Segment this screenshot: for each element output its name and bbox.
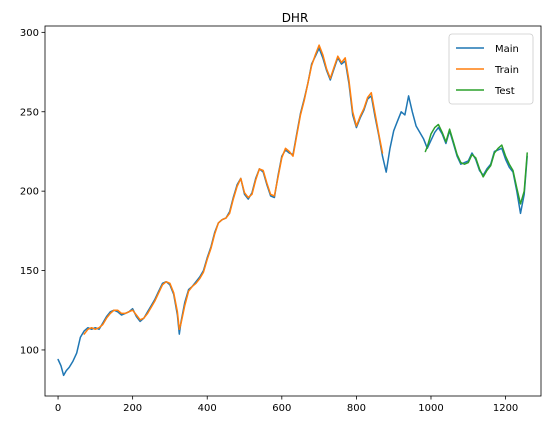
x-tick-label: 200 (123, 403, 142, 414)
y-tick-label: 150 (20, 266, 39, 277)
series-line-test (424, 123, 528, 205)
x-tick-label: 600 (272, 403, 291, 414)
x-axis: 0 200 400 600 800 1000 1200 (55, 396, 518, 414)
chart-title: DHR (282, 11, 309, 25)
series-line-train (83, 44, 384, 335)
legend: Main Train Test (448, 33, 534, 105)
legend-label-test: Test (494, 86, 515, 97)
legend-label-main: Main (495, 44, 519, 55)
y-tick-label: 100 (20, 345, 39, 356)
legend-label-train: Train (494, 65, 519, 76)
x-tick-label: 1000 (418, 403, 443, 414)
x-tick-label: 0 (55, 403, 61, 414)
y-tick-label: 200 (20, 187, 39, 198)
legend-box (448, 33, 534, 105)
y-tick-label: 250 (20, 107, 39, 118)
x-tick-label: 1200 (493, 403, 518, 414)
legend-items: Main Train Test (456, 44, 519, 97)
x-tick-label: 400 (198, 403, 217, 414)
series-layer (57, 44, 528, 377)
y-tick-label: 300 (20, 28, 39, 39)
y-axis: 100 150 200 250 300 (20, 28, 45, 356)
x-tick-label: 800 (347, 403, 366, 414)
